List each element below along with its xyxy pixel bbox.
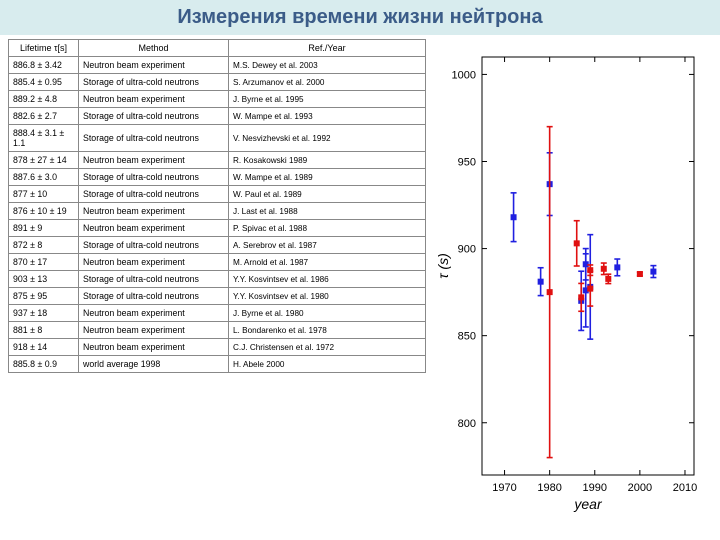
- table-cell: 918 ± 14: [9, 339, 79, 356]
- table-cell: A. Serebrov et al. 1987: [229, 237, 426, 254]
- svg-text:τ (s): τ (s): [435, 253, 451, 278]
- table-cell: Storage of ultra-cold neutrons: [79, 125, 229, 152]
- col-method: Method: [79, 40, 229, 57]
- table-cell: M.S. Dewey et al. 2003: [229, 57, 426, 74]
- table-row: 872 ± 8Storage of ultra-cold neutronsA. …: [9, 237, 426, 254]
- table-cell: world average 1998: [79, 356, 229, 373]
- table-cell: 891 ± 9: [9, 220, 79, 237]
- table-cell: 881 ± 8: [9, 322, 79, 339]
- table-cell: P. Spivac et al. 1988: [229, 220, 426, 237]
- table-cell: 903 ± 13: [9, 271, 79, 288]
- svg-text:1970: 1970: [492, 482, 516, 494]
- table-cell: 885.8 ± 0.9: [9, 356, 79, 373]
- table-panel: Lifetime τ[s] Method Ref./Year 886.8 ± 3…: [0, 35, 430, 539]
- table-cell: J. Last et al. 1988: [229, 203, 426, 220]
- table-cell: Storage of ultra-cold neutrons: [79, 186, 229, 203]
- table-row: 877 ± 10Storage of ultra-cold neutronsW.…: [9, 186, 426, 203]
- table-row: 888.4 ± 3.1 ± 1.1Storage of ultra-cold n…: [9, 125, 426, 152]
- svg-text:850: 850: [458, 331, 476, 343]
- svg-text:800: 800: [458, 418, 476, 430]
- table-cell: 878 ± 27 ± 14: [9, 152, 79, 169]
- col-lifetime: Lifetime τ[s]: [9, 40, 79, 57]
- table-row: 876 ± 10 ± 19Neutron beam experimentJ. L…: [9, 203, 426, 220]
- table-cell: 882.6 ± 2.7: [9, 108, 79, 125]
- svg-text:2000: 2000: [628, 482, 652, 494]
- table-row: 886.8 ± 3.42Neutron beam experimentM.S. …: [9, 57, 426, 74]
- table-cell: S. Arzumanov et al. 2000: [229, 74, 426, 91]
- table-row: 885.4 ± 0.95Storage of ultra-cold neutro…: [9, 74, 426, 91]
- main-content: Lifetime τ[s] Method Ref./Year 886.8 ± 3…: [0, 35, 720, 539]
- table-row: 937 ± 18Neutron beam experimentJ. Byrne …: [9, 305, 426, 322]
- table-row: 875 ± 95Storage of ultra-cold neutronsY.…: [9, 288, 426, 305]
- table-cell: 887.6 ± 3.0: [9, 169, 79, 186]
- table-cell: Storage of ultra-cold neutrons: [79, 288, 229, 305]
- table-cell: 872 ± 8: [9, 237, 79, 254]
- svg-text:1980: 1980: [537, 482, 561, 494]
- table-cell: W. Mampe et al. 1993: [229, 108, 426, 125]
- table-cell: Neutron beam experiment: [79, 322, 229, 339]
- table-row: 870 ± 17Neutron beam experimentM. Arnold…: [9, 254, 426, 271]
- table-cell: 885.4 ± 0.95: [9, 74, 79, 91]
- svg-text:2010: 2010: [673, 482, 697, 494]
- svg-text:900: 900: [458, 244, 476, 256]
- col-ref: Ref./Year: [229, 40, 426, 57]
- table-row: 889.2 ± 4.8Neutron beam experimentJ. Byr…: [9, 91, 426, 108]
- table-header-row: Lifetime τ[s] Method Ref./Year: [9, 40, 426, 57]
- table-cell: Storage of ultra-cold neutrons: [79, 237, 229, 254]
- svg-text:950: 950: [458, 157, 476, 169]
- table-cell: Neutron beam experiment: [79, 203, 229, 220]
- table-cell: Storage of ultra-cold neutrons: [79, 169, 229, 186]
- table-row: 881 ± 8Neutron beam experimentL. Bondare…: [9, 322, 426, 339]
- table-cell: Y.Y. Kosvintsev et al. 1980: [229, 288, 426, 305]
- table-cell: M. Arnold et al. 1987: [229, 254, 426, 271]
- lifetime-table: Lifetime τ[s] Method Ref./Year 886.8 ± 3…: [8, 39, 426, 373]
- page-title: Измерения времени жизни нейтрона: [0, 0, 720, 35]
- table-cell: W. Paul et al. 1989: [229, 186, 426, 203]
- table-cell: R. Kosakowski 1989: [229, 152, 426, 169]
- table-cell: Y.Y. Kosvintsev et al. 1986: [229, 271, 426, 288]
- table-row: 891 ± 9Neutron beam experimentP. Spivac …: [9, 220, 426, 237]
- table-cell: 875 ± 95: [9, 288, 79, 305]
- lifetime-chart: 800 850 900 950 1000 1970 1980 1990 2000 2010 year…: [434, 45, 704, 515]
- table-cell: Neutron beam experiment: [79, 254, 229, 271]
- table-cell: Neutron beam experiment: [79, 57, 229, 74]
- table-cell: Neutron beam experiment: [79, 91, 229, 108]
- svg-text:year: year: [573, 496, 603, 512]
- table-row: 885.8 ± 0.9world average 1998H. Abele 20…: [9, 356, 426, 373]
- table-cell: V. Nesvizhevski et al. 1992: [229, 125, 426, 152]
- table-cell: Neutron beam experiment: [79, 152, 229, 169]
- table-cell: Storage of ultra-cold neutrons: [79, 108, 229, 125]
- table-cell: Neutron beam experiment: [79, 220, 229, 237]
- svg-text:1000: 1000: [452, 69, 476, 81]
- table-cell: H. Abele 2000: [229, 356, 426, 373]
- table-cell: 876 ± 10 ± 19: [9, 203, 79, 220]
- table-cell: C.J. Christensen et al. 1972: [229, 339, 426, 356]
- table-cell: 888.4 ± 3.1 ± 1.1: [9, 125, 79, 152]
- table-cell: J. Byrne et al. 1995: [229, 91, 426, 108]
- table-cell: 870 ± 17: [9, 254, 79, 271]
- table-cell: 937 ± 18: [9, 305, 79, 322]
- chart-panel: 800 850 900 950 1000 1970 1980 1990 2000 2010 year…: [430, 35, 720, 539]
- table-cell: J. Byrne et al. 1980: [229, 305, 426, 322]
- table-cell: 889.2 ± 4.8: [9, 91, 79, 108]
- table-cell: L. Bondarenko et al. 1978: [229, 322, 426, 339]
- table-row: 887.6 ± 3.0Storage of ultra-cold neutron…: [9, 169, 426, 186]
- table-cell: Storage of ultra-cold neutrons: [79, 74, 229, 91]
- table-row: 878 ± 27 ± 14Neutron beam experimentR. K…: [9, 152, 426, 169]
- table-cell: Storage of ultra-cold neutrons: [79, 271, 229, 288]
- table-row: 882.6 ± 2.7Storage of ultra-cold neutron…: [9, 108, 426, 125]
- table-cell: 877 ± 10: [9, 186, 79, 203]
- table-cell: Neutron beam experiment: [79, 305, 229, 322]
- table-cell: W. Mampe et al. 1989: [229, 169, 426, 186]
- table-row: 918 ± 14Neutron beam experimentC.J. Chri…: [9, 339, 426, 356]
- table-row: 903 ± 13Storage of ultra-cold neutronsY.…: [9, 271, 426, 288]
- table-cell: Neutron beam experiment: [79, 339, 229, 356]
- table-cell: 886.8 ± 3.42: [9, 57, 79, 74]
- svg-text:1990: 1990: [583, 482, 607, 494]
